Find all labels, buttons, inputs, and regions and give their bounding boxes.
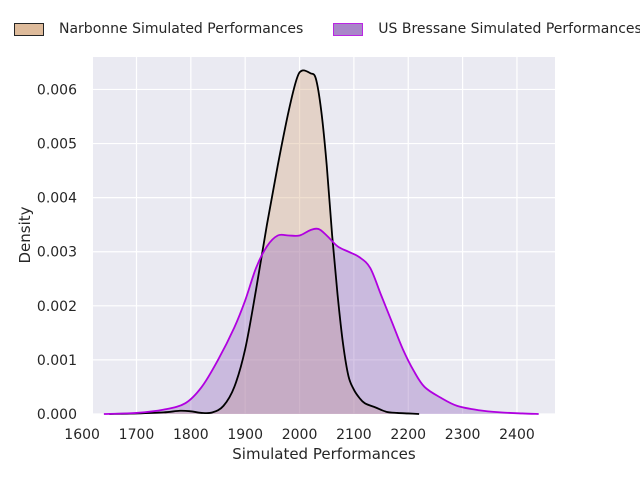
density-lines	[103, 69, 539, 415]
y-tick-label: 0.005	[37, 137, 77, 153]
x-tick-label: 2200	[390, 427, 426, 443]
y-tick-label: 0.003	[37, 245, 77, 261]
legend-item-narbonne: Narbonne Simulated Performances	[14, 21, 303, 37]
y-tick-labels: 0.000 0.001 0.002 0.003 0.004 0.005 0.006	[37, 82, 77, 423]
legend: Narbonne Simulated Performances US Bress…	[14, 21, 640, 37]
legend-label-narbonne: Narbonne Simulated Performances	[59, 21, 304, 37]
x-tick-label: 1800	[173, 427, 209, 443]
legend-swatch-us-bressane	[333, 22, 364, 36]
legend-item-us-bressane: US Bressane Simulated Performances	[333, 21, 640, 37]
legend-label-us-bressane: US Bressane Simulated Performances	[378, 21, 640, 37]
x-tick-label: 1700	[119, 427, 155, 443]
y-tick-label: 0.000	[37, 407, 77, 423]
y-tick-label: 0.006	[37, 82, 77, 98]
density-line-series-1	[103, 227, 539, 415]
x-tick-label: 1900	[227, 427, 263, 443]
y-tick-label: 0.002	[37, 299, 77, 315]
y-tick-label: 0.001	[37, 353, 77, 369]
x-tick-labels: 1600 1700 1800 1900 2000 2100 2200 2300 2400	[64, 427, 534, 443]
x-tick-label: 2300	[445, 427, 481, 443]
x-tick-label: 2100	[336, 427, 372, 443]
density-area-series-1	[103, 228, 539, 414]
y-axis-label: Density	[16, 206, 34, 263]
plot-area	[93, 57, 555, 414]
y-tick-label: 0.004	[37, 191, 77, 207]
x-axis-label: Simulated Performances	[232, 445, 416, 463]
x-tick-label: 2400	[499, 427, 535, 443]
x-tick-label: 2000	[282, 427, 318, 443]
density-line-series-0	[109, 69, 420, 415]
legend-swatch-narbonne	[14, 22, 44, 36]
x-tick-label: 1600	[64, 427, 100, 443]
